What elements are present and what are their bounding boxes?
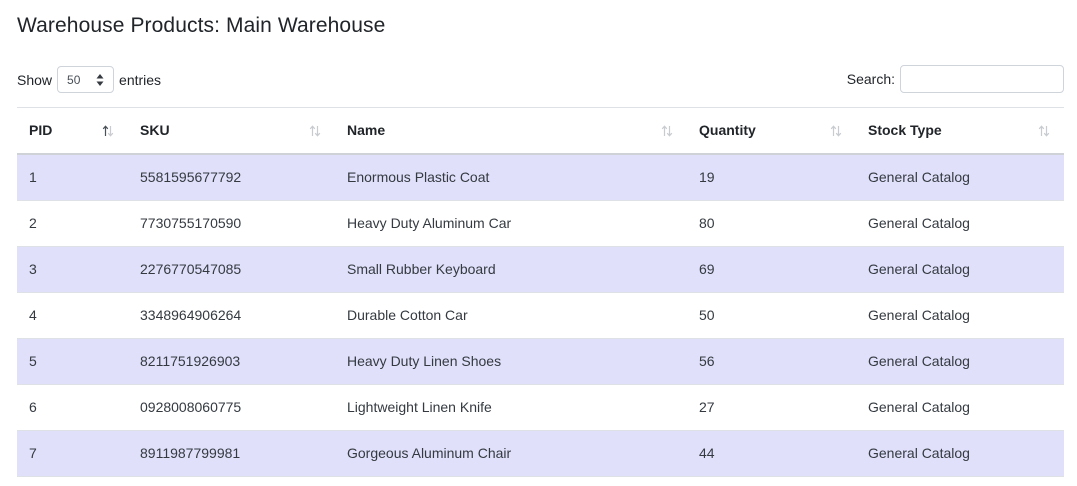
cell-quantity: 69 <box>687 246 856 293</box>
sort-icon <box>1038 125 1050 137</box>
column-header-pid[interactable]: PID <box>17 107 128 155</box>
table-row[interactable]: 6 0928008060775 Lightweight Linen Knife 27 G… <box>17 384 1064 431</box>
cell-quantity: 56 <box>687 338 856 385</box>
column-header-label: Quantity <box>699 122 756 139</box>
page-title: Warehouse Products: Main Warehouse <box>17 14 386 37</box>
table-row[interactable]: 3 2276770547085 Small Rubber Keyboard 69 Gen… <box>17 246 1064 293</box>
column-header-label: Stock Type <box>868 122 942 139</box>
entries-per-page-value: 50 <box>67 72 81 87</box>
entries-per-page-select[interactable]: 50 <box>57 66 115 93</box>
cell-name: Heavy Duty Aluminum Car <box>335 200 687 247</box>
sort-icon <box>661 125 673 137</box>
column-header-label: SKU <box>140 122 170 139</box>
cell-pid: 1 <box>17 153 128 201</box>
cell-stock-type: General Catalog <box>856 200 1064 247</box>
cell-pid: 7 <box>17 430 128 477</box>
cell-sku: 7730755170590 <box>128 200 335 247</box>
cell-name: Heavy Duty Linen Shoes <box>335 338 687 385</box>
cell-sku: 3348964906264 <box>128 292 335 339</box>
cell-pid: 5 <box>17 338 128 385</box>
select-caret-icon <box>96 74 104 86</box>
header-row: PID SKU Name Quantity Stock Type <box>17 107 1064 155</box>
cell-sku: 0928008060775 <box>128 384 335 431</box>
table-header: PID SKU Name Quantity Stock Type <box>17 107 1064 155</box>
products-table: PID SKU Name Quantity Stock Type 1 5581595677… <box>17 107 1064 477</box>
column-header-quantity[interactable]: Quantity <box>687 107 856 155</box>
sort-ascending-icon <box>102 125 114 137</box>
table-row[interactable]: 2 7730755170590 Heavy Duty Aluminum Car 80 G… <box>17 200 1064 247</box>
entries-length-control: Show 50 entries <box>17 66 161 93</box>
cell-stock-type: General Catalog <box>856 246 1064 293</box>
search-label: Search: <box>846 71 895 87</box>
cell-pid: 2 <box>17 200 128 247</box>
cell-name: Small Rubber Keyboard <box>335 246 687 293</box>
column-header-sku[interactable]: SKU <box>128 107 335 155</box>
cell-stock-type: General Catalog <box>856 292 1064 339</box>
cell-stock-type: General Catalog <box>856 338 1064 385</box>
cell-name: Lightweight Linen Knife <box>335 384 687 431</box>
cell-quantity: 19 <box>687 153 856 201</box>
cell-stock-type: General Catalog <box>856 153 1064 201</box>
column-header-name[interactable]: Name <box>335 107 687 155</box>
cell-sku: 2276770547085 <box>128 246 335 293</box>
show-label: Show <box>17 71 53 88</box>
cell-stock-type: General Catalog <box>856 384 1064 431</box>
table-row[interactable]: 1 5581595677792 Enormous Plastic Coat 19 Gen… <box>17 153 1064 201</box>
cell-quantity: 44 <box>687 430 856 477</box>
search-control: Search: <box>847 65 1064 93</box>
table-row[interactable]: 5 8211751926903 Heavy Duty Linen Shoes 56 Ge… <box>17 338 1064 385</box>
cell-stock-type: General Catalog <box>856 430 1064 477</box>
cell-sku: 8211751926903 <box>128 338 335 385</box>
cell-name: Durable Cotton Car <box>335 292 687 339</box>
cell-quantity: 50 <box>687 292 856 339</box>
sort-icon <box>309 125 321 137</box>
column-header-stock-type[interactable]: Stock Type <box>856 107 1064 155</box>
search-input[interactable] <box>900 65 1064 93</box>
sort-icon <box>830 125 842 137</box>
cell-sku: 8911987799981 <box>128 430 335 477</box>
cell-pid: 3 <box>17 246 128 293</box>
table-row[interactable]: 4 3348964906264 Durable Cotton Car 50 Genera… <box>17 292 1064 339</box>
table-body: 1 5581595677792 Enormous Plastic Coat 19 Gen… <box>17 153 1064 477</box>
table-row[interactable]: 7 8911987799981 Gorgeous Aluminum Chair 44 G… <box>17 430 1064 477</box>
cell-quantity: 80 <box>687 200 856 247</box>
cell-quantity: 27 <box>687 384 856 431</box>
cell-name: Enormous Plastic Coat <box>335 153 687 201</box>
column-header-label: Name <box>347 122 386 139</box>
column-header-label: PID <box>29 122 53 139</box>
cell-name: Gorgeous Aluminum Chair <box>335 430 687 477</box>
entries-label: entries <box>119 71 162 88</box>
cell-pid: 4 <box>17 292 128 339</box>
cell-pid: 6 <box>17 384 128 431</box>
cell-sku: 5581595677792 <box>128 153 335 201</box>
